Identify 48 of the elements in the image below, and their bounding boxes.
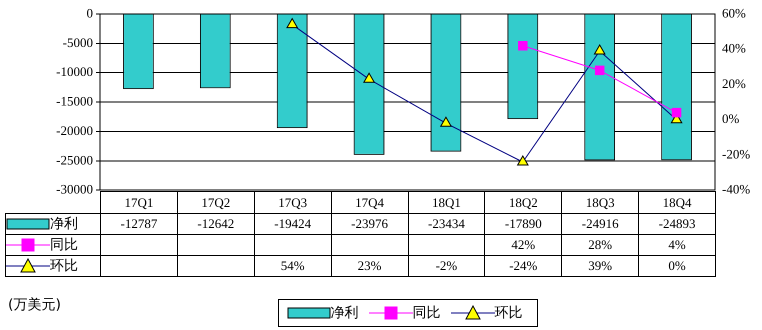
legend-label: 环比 [494,304,522,322]
x-tick-label: 18Q3 [562,192,639,214]
y-tick-label: -5000 [62,34,93,50]
data-label: 4% [638,234,716,256]
legend-label: 净利 [6,214,100,235]
x-tick-label: 17Q3 [254,192,332,214]
point [672,108,682,118]
y-tick-label: 0 [86,5,93,20]
point [518,40,528,50]
text: 净利 [330,305,358,321]
data-label: 23% [331,256,408,277]
y-tick-label: -25000 [56,152,93,168]
x-tick-label: 18Q1 [408,192,485,214]
y2-tick-label: 40% [722,40,746,56]
data-label: -23434 [408,214,485,235]
legend-label: 同比 [412,304,440,322]
x-tick-label: 17Q1 [100,192,178,214]
data-label: 54% [254,256,332,277]
data-label: -24916 [562,214,639,235]
text: 环比 [50,258,78,274]
x-tick-label: 17Q4 [331,192,408,214]
data-label: 39% [562,256,639,277]
y2-tick-label: 60% [722,5,746,20]
data-label: 28% [562,234,639,256]
y2-tick-label: -20% [722,146,750,162]
data-label: -19424 [254,214,332,235]
data-label: -12642 [177,214,254,235]
data-label: -17890 [484,214,562,235]
y-tick-label: -30000 [56,182,93,197]
data-label: -2% [408,256,485,277]
y2-tick-label: 0% [722,111,740,126]
y2-tick-label: -40% [722,182,750,197]
data-label: -24% [484,256,562,277]
y-tick-label: -20000 [56,122,93,138]
point [594,66,604,76]
data-label: -12787 [100,214,178,235]
data-label: 42% [484,234,562,256]
y2-tick-label: 20% [722,76,746,91]
text: 同比 [50,237,78,254]
x-tick-label: 17Q2 [177,192,254,214]
text: (万美元) [8,296,61,314]
data-label: 0% [638,256,716,277]
data-label: -24893 [638,214,716,235]
y-tick-label: -15000 [56,94,93,109]
data-label: -23976 [331,214,408,235]
y-tick-label: -10000 [56,64,93,80]
x-tick-label: 18Q4 [638,192,716,214]
x-tick-label: 18Q2 [484,192,562,214]
